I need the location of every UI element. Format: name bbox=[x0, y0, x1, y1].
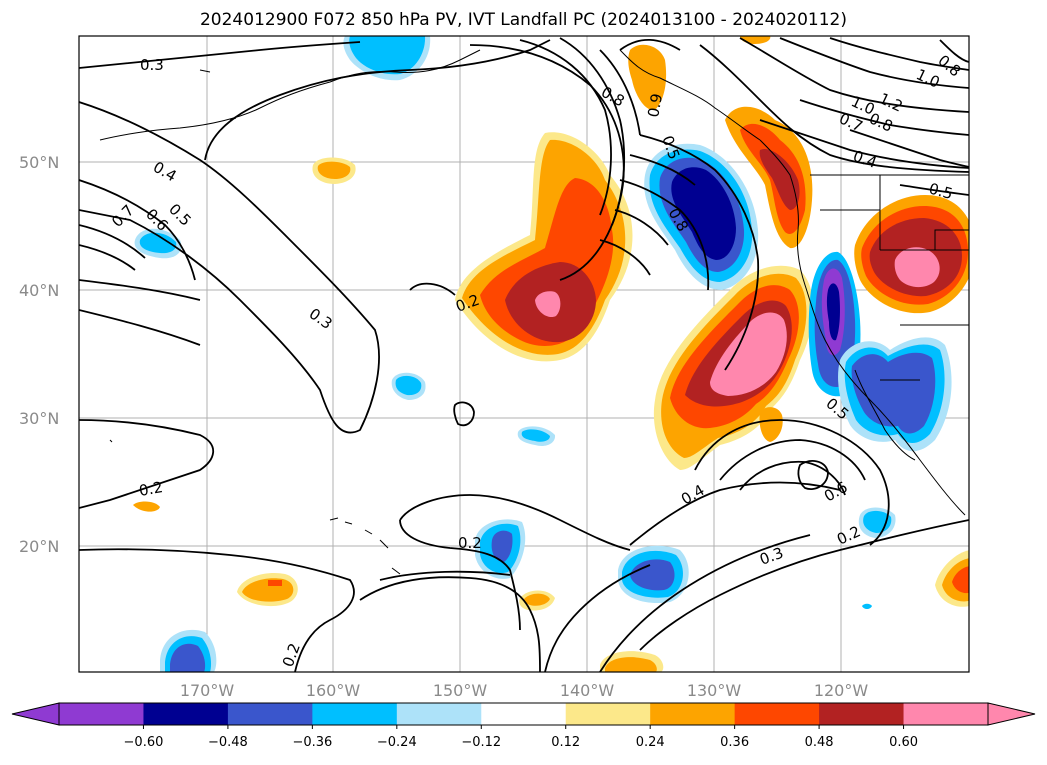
colorbar-extend-high bbox=[987, 702, 1036, 726]
lat-tick-label: 40°N bbox=[19, 281, 59, 300]
colorbar-cell-p048-p060 bbox=[819, 703, 905, 725]
colorbar-tick-label: −0.36 bbox=[292, 735, 332, 750]
colorbar-tick-label: −0.60 bbox=[124, 735, 164, 750]
colorbar-tick-label: 0.36 bbox=[720, 735, 749, 750]
map-frame bbox=[78, 35, 970, 673]
lat-tick-label: 50°N bbox=[19, 153, 59, 172]
contour-label: 0.9 bbox=[644, 92, 666, 119]
map-title: 2024012900 F072 850 hPa PV, IVT Landfall… bbox=[199, 10, 847, 30]
colorbar-tick-label: 0.12 bbox=[551, 735, 580, 750]
lon-tick-label: 140°W bbox=[560, 681, 615, 700]
positive-anomaly-shading bbox=[133, 36, 969, 672]
contour-label: 0.2 bbox=[138, 478, 165, 500]
map-content: 0.3 0.3 0.2 0.2 0.2 0.2 0.4 0.5 0.6 0.7 … bbox=[79, 36, 969, 672]
colorbar-tick-label: 0.60 bbox=[889, 735, 918, 750]
colorbar-cell-n024-n012 bbox=[396, 703, 482, 725]
colorbar-cell-p012-p024 bbox=[565, 703, 651, 725]
lon-tick-label: 170°W bbox=[180, 681, 235, 700]
latitude-labels: 50°N 40°N 30°N 20°N bbox=[19, 153, 59, 556]
colorbar-tick-label: −0.48 bbox=[208, 735, 248, 750]
colorbar: −0.60 −0.48 −0.36 −0.24 −0.12 0.12 0.24 0.36 0.4… bbox=[11, 702, 1036, 750]
pv-contours bbox=[79, 37, 969, 672]
contour-label: 0.2 bbox=[458, 534, 482, 552]
colorbar-tick-label: 0.48 bbox=[805, 735, 834, 750]
longitude-labels: 170°W 160°W 150°W 140°W 130°W 120°W bbox=[180, 681, 869, 700]
colorbar-extend-low bbox=[11, 702, 60, 726]
colorbar-tick-label: 0.24 bbox=[636, 735, 665, 750]
colorbar-cell-n048-n036 bbox=[227, 703, 313, 725]
lon-tick-label: 150°W bbox=[433, 681, 488, 700]
colorbar-cell-n060-n048 bbox=[143, 703, 229, 725]
colorbar-cell-p024-p036 bbox=[650, 703, 736, 725]
colorbar-cell-n036-n024 bbox=[312, 703, 398, 725]
colorbar-tick-label: −0.24 bbox=[377, 735, 417, 750]
colorbar-tick-label: −0.12 bbox=[461, 735, 501, 750]
colorbar-cell-gt-p060 bbox=[903, 703, 989, 725]
contour-label: 0.5 bbox=[927, 179, 955, 203]
graticule bbox=[79, 36, 969, 672]
lat-tick-label: 30°N bbox=[19, 409, 59, 428]
lon-tick-label: 120°W bbox=[814, 681, 869, 700]
coastlines bbox=[99, 49, 969, 575]
lon-tick-label: 130°W bbox=[687, 681, 742, 700]
colorbar-cell-lt-n060 bbox=[59, 703, 144, 725]
contour-label: 0.3 bbox=[140, 56, 164, 74]
colorbar-cell-p036-p048 bbox=[734, 703, 820, 725]
lon-tick-label: 160°W bbox=[306, 681, 361, 700]
colorbar-cell-n012-p012 bbox=[481, 703, 567, 725]
lat-tick-label: 20°N bbox=[19, 537, 59, 556]
